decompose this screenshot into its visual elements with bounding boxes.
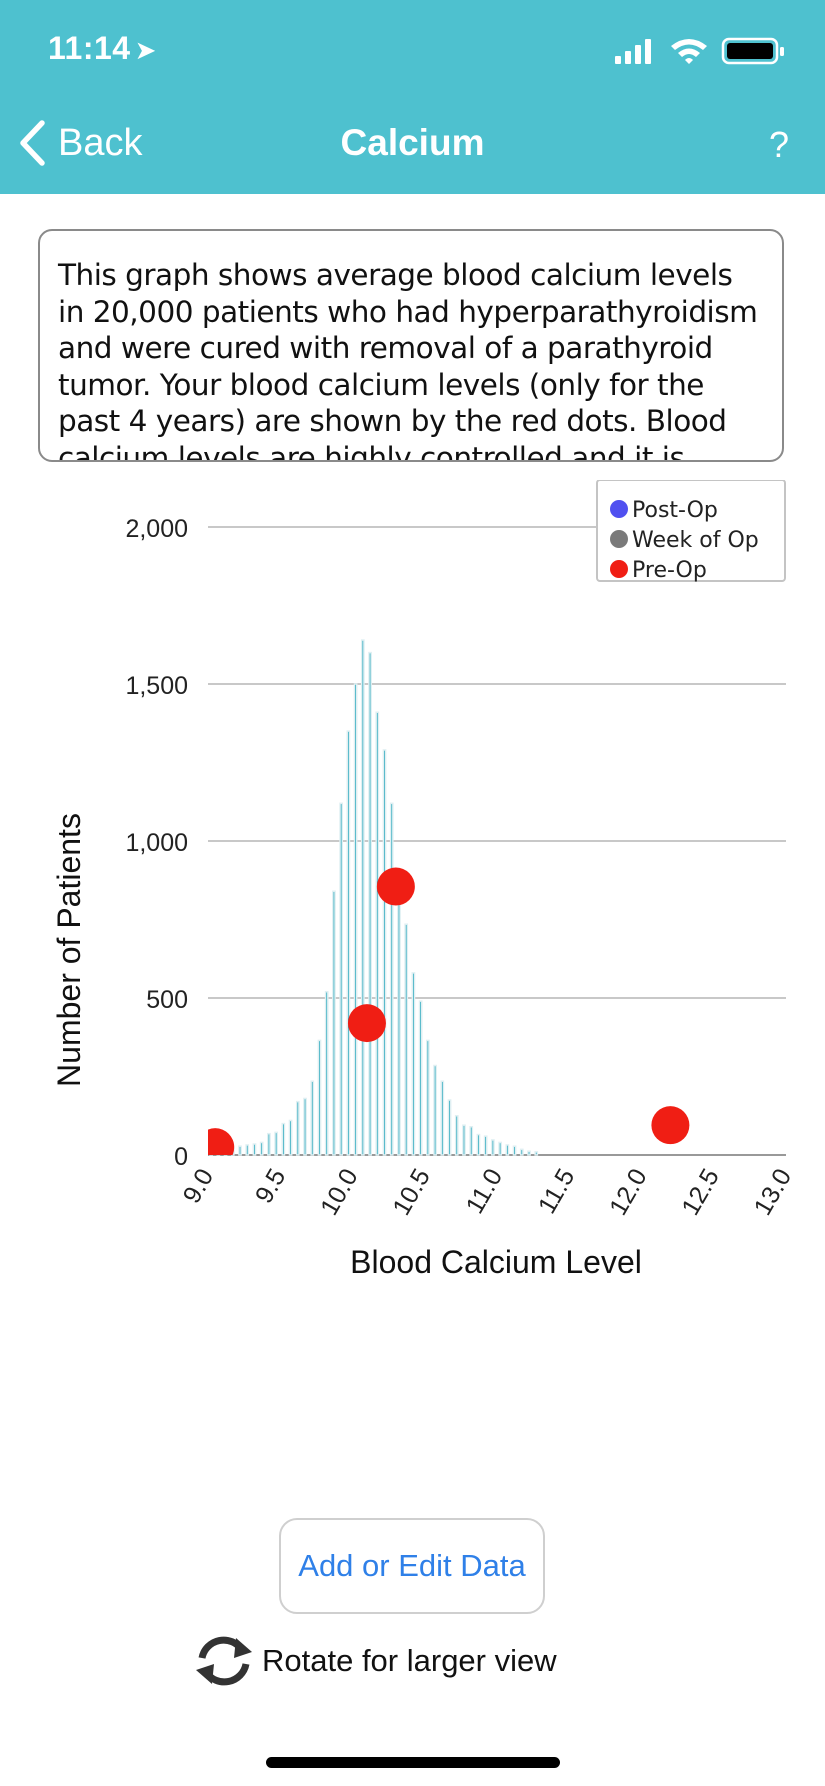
x-tick-labels: 9.0 9.5 10.0 10.5 11.0 11.5 12.0 12.5 13.0 [178,1164,798,1220]
histogram-bar [375,711,380,1156]
histogram-bar [339,802,344,1156]
histogram-bar [469,1125,474,1156]
histogram-bar [281,1122,286,1156]
y-axis-label: Number of Patients [51,813,87,1087]
histogram-bar [505,1144,510,1156]
x-tick-label: 9.5 [250,1164,292,1208]
x-tick-label: 12.0 [604,1164,653,1220]
histogram-bar [389,802,394,1156]
histogram-bar [317,1039,322,1156]
histogram-bar [368,651,372,1156]
histogram-bar [332,890,336,1156]
histogram-bar [245,1144,250,1156]
wifi-icon [671,39,707,64]
y-tick-labels: 0 500 1,000 1,500 2,000 [125,515,188,1171]
histogram-bar [476,1133,481,1156]
x-axis-label: Blood Calcium Level [350,1244,642,1280]
chart-legend: Post-Op Week of Op Pre-Op [596,480,786,583]
gridlines [208,526,786,1156]
histogram-bar [519,1148,524,1156]
histogram-bar [360,639,365,1156]
histogram-bar [397,874,401,1156]
y-tick-label: 2,000 [125,515,188,543]
patient-data-point[interactable] [196,1128,235,1166]
histogram-bar [346,730,351,1156]
x-tick-label: 13.0 [749,1164,798,1220]
help-button[interactable]: ? [768,124,789,165]
legend-marker [610,500,628,518]
x-tick-label: 10.0 [315,1164,364,1220]
histogram-bar [447,1099,452,1156]
histogram-bar [483,1135,488,1156]
x-tick-label: 11.5 [533,1164,581,1219]
patient-data-point[interactable] [347,1004,386,1043]
legend-label: Pre-Op [632,558,707,583]
histogram-bar [252,1143,257,1156]
histogram-bar [238,1145,242,1156]
patient-points [196,867,690,1166]
patient-data-point[interactable] [376,867,415,906]
y-tick-label: 1,000 [125,829,188,857]
x-tick-label: 10.5 [387,1164,436,1220]
histogram-bar [324,990,329,1156]
x-tick-label: 11.0 [461,1164,509,1219]
histogram-bar [404,923,409,1156]
histogram-bar [295,1100,300,1156]
rotate-label: Rotate for larger view [262,1643,557,1678]
y-tick-label: 1,500 [125,672,188,700]
legend-label: Post-Op [632,498,718,523]
histogram-bar [426,1039,430,1156]
legend-box [596,480,786,582]
histogram-bar [310,1080,315,1156]
histogram-bar [462,1124,466,1156]
histogram-bar [274,1131,278,1156]
histogram-bar [498,1141,502,1156]
histogram-bar [527,1150,531,1156]
description-textbox[interactable]: This graph shows average blood calcium l… [38,229,784,462]
status-time: 11:14 ➤ [48,30,157,66]
back-label: Back [58,121,143,164]
legend-marker [610,560,628,578]
histogram-bar [440,1080,445,1156]
histogram-bar [303,1097,307,1156]
page-title: Calcium [340,122,485,163]
location-arrow-icon: ➤ [134,35,157,65]
histogram-bar [491,1139,495,1156]
histogram-bar [454,1115,459,1156]
chevron-left-icon [20,120,45,166]
rotate-hint: Rotate for larger view [194,1634,557,1688]
x-tick-label: 12.5 [676,1164,725,1220]
cellular-signal-icon [615,39,651,64]
add-edit-data-button[interactable]: Add or Edit Data [279,1518,545,1614]
y-tick-label: 0 [174,1143,188,1171]
histogram-bars [209,639,539,1156]
histogram-bar [418,1000,423,1156]
histogram-bar [288,1119,293,1156]
histogram-bar [411,972,416,1156]
description-text: This graph shows average blood calcium l… [58,258,758,462]
battery-icon [721,37,784,65]
legend-marker [610,530,628,548]
histogram-bar [267,1132,271,1156]
back-button[interactable]: Back [18,120,142,166]
histogram-bar [512,1145,517,1156]
patient-data-point[interactable] [651,1106,690,1145]
legend-label: Week of Op [632,528,759,553]
status-icons [615,37,784,65]
nav-header: 11:14 ➤ Back Calcium ? [0,0,825,194]
histogram-bar [259,1141,264,1156]
home-indicator [266,1757,560,1768]
histogram-bar [353,683,358,1156]
histogram-bar [433,1064,437,1156]
histogram-bar [382,749,387,1156]
rotate-icon [196,1636,252,1686]
histogram-bar [534,1151,539,1156]
y-tick-label: 500 [146,986,188,1014]
